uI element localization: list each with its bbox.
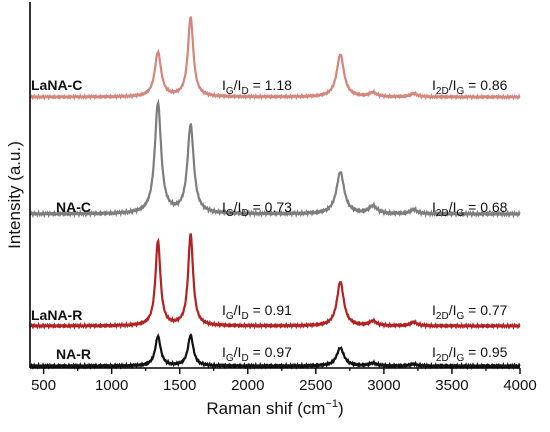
ig-id-ratio-lana-c: IG/ID = 1.18 [222, 77, 292, 97]
series-line-na-r [29, 332, 521, 370]
ig-id-ratio-na-r: IG/ID = 0.97 [222, 344, 292, 364]
x-tick-label-2000: 2000 [231, 377, 264, 394]
x-tick-label-3000: 3000 [367, 377, 400, 394]
series-line-lana-c [29, 16, 521, 101]
series-line-na-c [29, 98, 521, 219]
i2d-ig-ratio-na-r: I2D/IG = 0.95 [432, 344, 508, 364]
x-tick-label-500: 500 [31, 377, 56, 394]
i2d-ig-ratio-na-c: I2D/IG = 0.68 [432, 199, 508, 219]
axis-layer: 500 1000 1500 2000 2500 3000 3500 4000 Raman shi… [5, 2, 537, 418]
series-label-na-c: NA-C [56, 199, 91, 215]
series-label-na-r: NA-R [56, 346, 91, 362]
y-axis-title: Intensity (a.u.) [5, 141, 24, 249]
x-tick-label-3500: 3500 [435, 377, 468, 394]
x-tick-label-1500: 1500 [163, 377, 196, 394]
x-axis-title: Raman shif (cm−1) [206, 398, 343, 418]
series-label-lana-c: LaNA-C [31, 77, 82, 93]
x-tick-label-1000: 1000 [95, 377, 128, 394]
i2d-ig-ratio-lana-c: I2D/IG = 0.86 [432, 77, 508, 97]
label-layer: LaNA-C IG/ID = 1.18 I2D/IG = 0.86 NA-C IG/ID… [31, 77, 508, 364]
x-tick-label-2500: 2500 [299, 377, 332, 394]
series-layer [29, 16, 521, 370]
series-label-lana-r: LaNA-R [31, 307, 82, 323]
ig-id-ratio-na-c: IG/ID = 0.73 [222, 199, 292, 219]
x-tick-label-4000: 4000 [503, 377, 536, 394]
i2d-ig-ratio-lana-r: I2D/IG = 0.77 [432, 302, 508, 322]
series-line-lana-r [29, 233, 521, 330]
ig-id-ratio-lana-r: IG/ID = 0.91 [222, 302, 292, 322]
